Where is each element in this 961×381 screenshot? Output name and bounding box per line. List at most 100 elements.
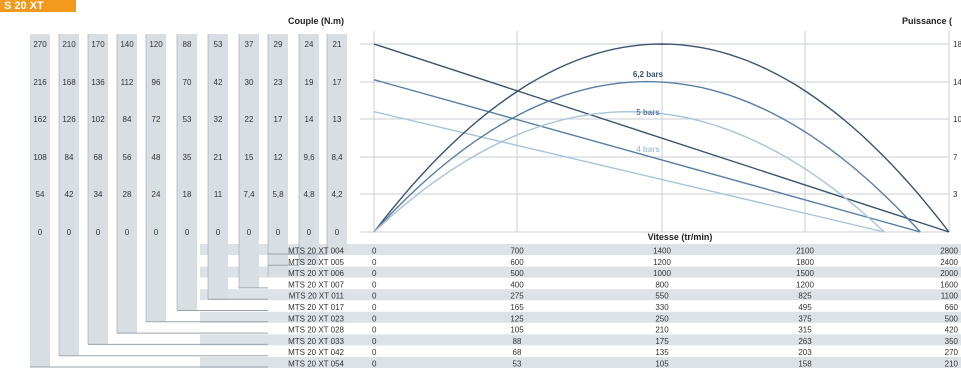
torque-line xyxy=(373,79,921,233)
power-scale-value: 18 xyxy=(953,40,961,49)
torque-scale-value: 70 xyxy=(183,78,192,87)
torque-scale-value: 140 xyxy=(120,40,134,49)
power-scale-value: 14 xyxy=(953,78,961,87)
table-row-band xyxy=(200,244,961,255)
speed-value: 2100 xyxy=(796,247,814,256)
torque-scale-value: 112 xyxy=(121,78,134,87)
torque-scale-value: 29 xyxy=(274,40,283,49)
scale-column-bar xyxy=(30,34,50,367)
scale-column-bar xyxy=(208,34,228,300)
torque-scale-value: 35 xyxy=(183,153,192,162)
speed-value: 350 xyxy=(945,337,959,346)
scale-column-bar xyxy=(117,34,137,334)
model-label: MTS 20 XT 011 xyxy=(289,292,345,301)
speed-value: 165 xyxy=(510,303,524,312)
speed-value: 263 xyxy=(798,337,812,346)
torque-scale-value: 19 xyxy=(305,78,314,87)
torque-scale-value: 270 xyxy=(33,40,47,49)
speed-value: 2800 xyxy=(940,247,958,256)
torque-scale-value: 22 xyxy=(245,115,254,124)
speed-value: 175 xyxy=(655,337,669,346)
torque-scale-value: 37 xyxy=(245,40,254,49)
speed-value: 270 xyxy=(945,348,959,357)
scale-column-bar xyxy=(239,34,259,288)
speed-value: 2000 xyxy=(940,269,958,278)
speed-value: 275 xyxy=(510,292,524,301)
x-axis-label: Vitesse (tr/min) xyxy=(648,232,713,242)
torque-scale-value: 0 xyxy=(335,228,340,237)
torque-scale-value: 102 xyxy=(91,115,105,124)
speed-value: 210 xyxy=(655,326,669,335)
torque-line xyxy=(373,43,950,233)
speed-value: 105 xyxy=(655,360,669,369)
speed-value: 203 xyxy=(798,348,812,357)
speed-value: 0 xyxy=(372,303,377,312)
torque-scale-value: 53 xyxy=(214,40,223,49)
torque-scale-value: 56 xyxy=(123,153,132,162)
torque-scale-value: 0 xyxy=(67,228,72,237)
speed-value: 825 xyxy=(798,292,812,301)
speed-value: 0 xyxy=(372,314,377,323)
torque-scale-value: 24 xyxy=(305,40,314,49)
table-row-band xyxy=(200,266,961,278)
torque-scale-value: 0 xyxy=(38,228,43,237)
torque-scale-value: 136 xyxy=(91,78,105,87)
torque-scale-value: 0 xyxy=(185,228,190,237)
speed-value: 500 xyxy=(945,314,959,323)
torque-scale-value: 15 xyxy=(245,153,254,162)
scale-column-bar xyxy=(268,34,288,277)
torque-scale-value: 0 xyxy=(247,228,252,237)
model-label: MTS 20 XT 033 xyxy=(288,337,344,346)
speed-value: 330 xyxy=(655,303,669,312)
speed-value: 0 xyxy=(372,360,377,369)
speed-value: 315 xyxy=(798,326,812,335)
speed-value: 135 xyxy=(655,348,669,357)
speed-value: 375 xyxy=(798,314,812,323)
torque-scale-value: 8,4 xyxy=(331,153,343,162)
torque-scale-value: 21 xyxy=(333,40,342,49)
speed-value: 1200 xyxy=(653,258,671,267)
model-label: MTS 20 XT 023 xyxy=(288,314,344,323)
speed-value: 1200 xyxy=(796,280,814,289)
speed-value: 1100 xyxy=(941,292,959,301)
torque-scale-value: 88 xyxy=(183,40,192,49)
speed-value: 420 xyxy=(945,326,959,335)
table-row-band xyxy=(200,311,961,323)
torque-scale-value: 18 xyxy=(183,190,192,199)
table-row-band xyxy=(200,334,961,346)
torque-scale-value: 32 xyxy=(214,115,223,124)
torque-scale-value: 9,6 xyxy=(303,153,315,162)
power-scale-value: 3 xyxy=(953,190,958,199)
torque-scale-value: 34 xyxy=(94,190,103,199)
torque-scale-value: 23 xyxy=(274,78,283,87)
speed-value: 700 xyxy=(510,247,524,256)
speed-value: 400 xyxy=(510,280,524,289)
series-badge: S 20 XT xyxy=(0,0,76,12)
speed-value: 0 xyxy=(372,326,377,335)
torque-scale-value: 11 xyxy=(214,190,223,199)
speed-value: 0 xyxy=(372,258,377,267)
table-row-band xyxy=(200,289,961,301)
power-scale-value: 10 xyxy=(953,115,961,124)
speed-value: 495 xyxy=(798,303,812,312)
speed-value: 53 xyxy=(513,360,522,369)
speed-value: 0 xyxy=(372,348,377,357)
speed-value: 0 xyxy=(372,269,377,278)
speed-value: 0 xyxy=(372,337,377,346)
speed-value: 0 xyxy=(372,280,377,289)
torque-scale-value: 17 xyxy=(333,78,342,87)
torque-scale-value: 14 xyxy=(305,115,314,124)
speed-value: 0 xyxy=(372,247,377,256)
torque-scale-value: 13 xyxy=(333,115,342,124)
speed-value: 1600 xyxy=(940,280,958,289)
model-label: MTS 20 XT 005 xyxy=(288,258,344,267)
pressure-label: 6,2 bars xyxy=(633,70,664,79)
model-label: MTS 20 XT 007 xyxy=(288,280,344,289)
scale-column-bar xyxy=(88,34,108,345)
torque-scale-value: 17 xyxy=(274,115,283,124)
pressure-label: 5 bars xyxy=(636,108,660,117)
scale-column-bar xyxy=(146,34,166,322)
speed-value: 2400 xyxy=(940,258,958,267)
torque-scale-value: 72 xyxy=(152,115,161,124)
